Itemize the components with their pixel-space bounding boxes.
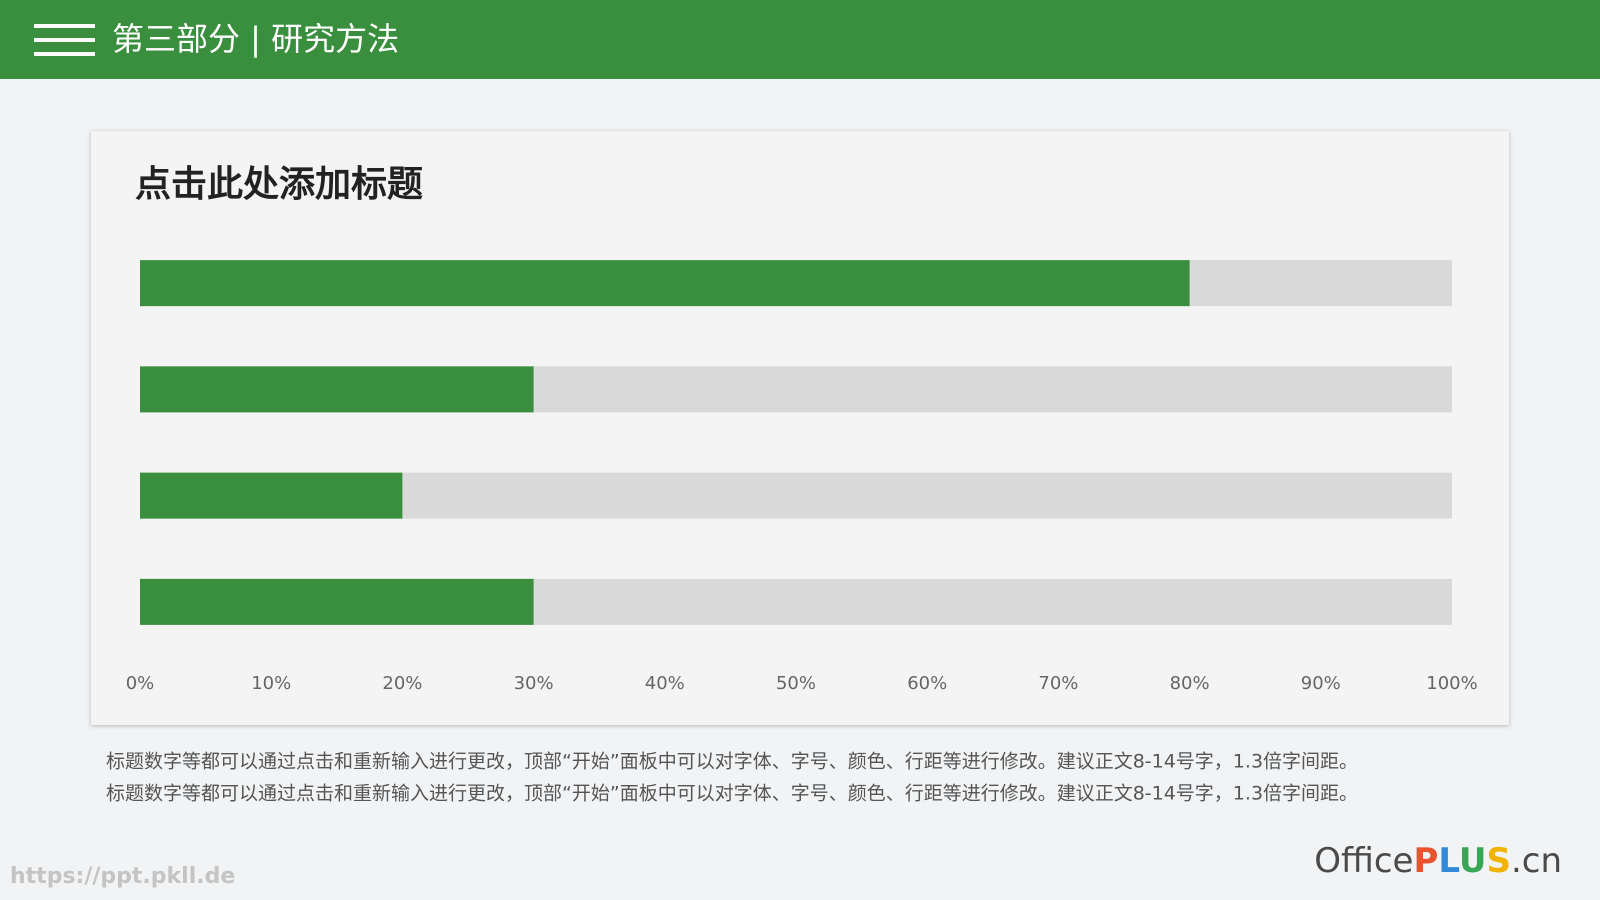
logo-part: L [1438, 841, 1459, 881]
x-tick-label: 50% [776, 673, 816, 694]
menu-icon[interactable] [34, 24, 95, 56]
x-tick-label: 30% [514, 673, 554, 694]
chart: 0% 10% 20% 30% 40% 50% 60% 70% 80% 90% 100% [126, 260, 1478, 694]
x-tick-label: 80% [1170, 673, 1210, 694]
x-tick-label: 100% [1426, 673, 1477, 694]
logo-part: S [1486, 841, 1511, 881]
x-tick-label: 90% [1301, 673, 1341, 694]
body-text: 标题数字等都可以通过点击和重新输入进行更改，顶部“开始”面板中可以对字体、字号、… [106, 783, 1358, 805]
watermark: https://ppt.pkll.de [10, 864, 235, 889]
x-tick-label: 60% [907, 673, 947, 694]
body-text: 标题数字等都可以通过点击和重新输入进行更改，顶部“开始”面板中可以对字体、字号、… [106, 751, 1358, 773]
x-tick-label: 10% [251, 673, 291, 694]
logo-part: .cn [1511, 841, 1562, 881]
header-bar [0, 0, 1600, 79]
chart-card [91, 131, 1509, 725]
bar [140, 578, 534, 625]
x-tick-label: 20% [382, 673, 422, 694]
logo-part: Office [1314, 841, 1413, 881]
logo: OfficePLUS.cn [1314, 841, 1562, 881]
bar [140, 260, 1190, 307]
x-tick-label: 40% [645, 673, 685, 694]
logo-part: U [1459, 841, 1487, 881]
bar [140, 366, 534, 413]
logo-part: P [1413, 841, 1438, 881]
x-tick-label: 0% [126, 673, 155, 694]
header-title: 第三部分 | 研究方法 [112, 20, 399, 58]
bar [140, 472, 403, 519]
x-tick-label: 70% [1038, 673, 1078, 694]
chart-title: 点击此处添加标题 [135, 164, 423, 205]
